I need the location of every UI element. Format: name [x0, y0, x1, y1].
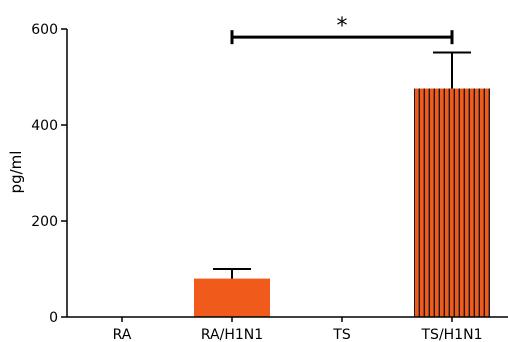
- y-axis-title: pg/ml: [7, 151, 25, 194]
- bar-ra-h1n1: [194, 278, 270, 317]
- x-tick-label: TS: [332, 327, 351, 342]
- y-tick-label: 600: [31, 22, 58, 38]
- x-tick-label: TS/H1N1: [421, 327, 483, 342]
- bar-ts-h1n1: [414, 88, 490, 318]
- y-tick-label: 200: [31, 214, 58, 230]
- significance-label: *: [337, 14, 348, 39]
- y-tick-label: 400: [31, 118, 58, 134]
- x-tick-label: RA/H1N1: [201, 327, 263, 342]
- plot-area: RA RA/H1N1 TS TS/H1N1 0 200 400 600 *: [31, 14, 508, 342]
- y-tick-label: 0: [49, 310, 58, 326]
- x-tick-label: RA: [113, 327, 132, 342]
